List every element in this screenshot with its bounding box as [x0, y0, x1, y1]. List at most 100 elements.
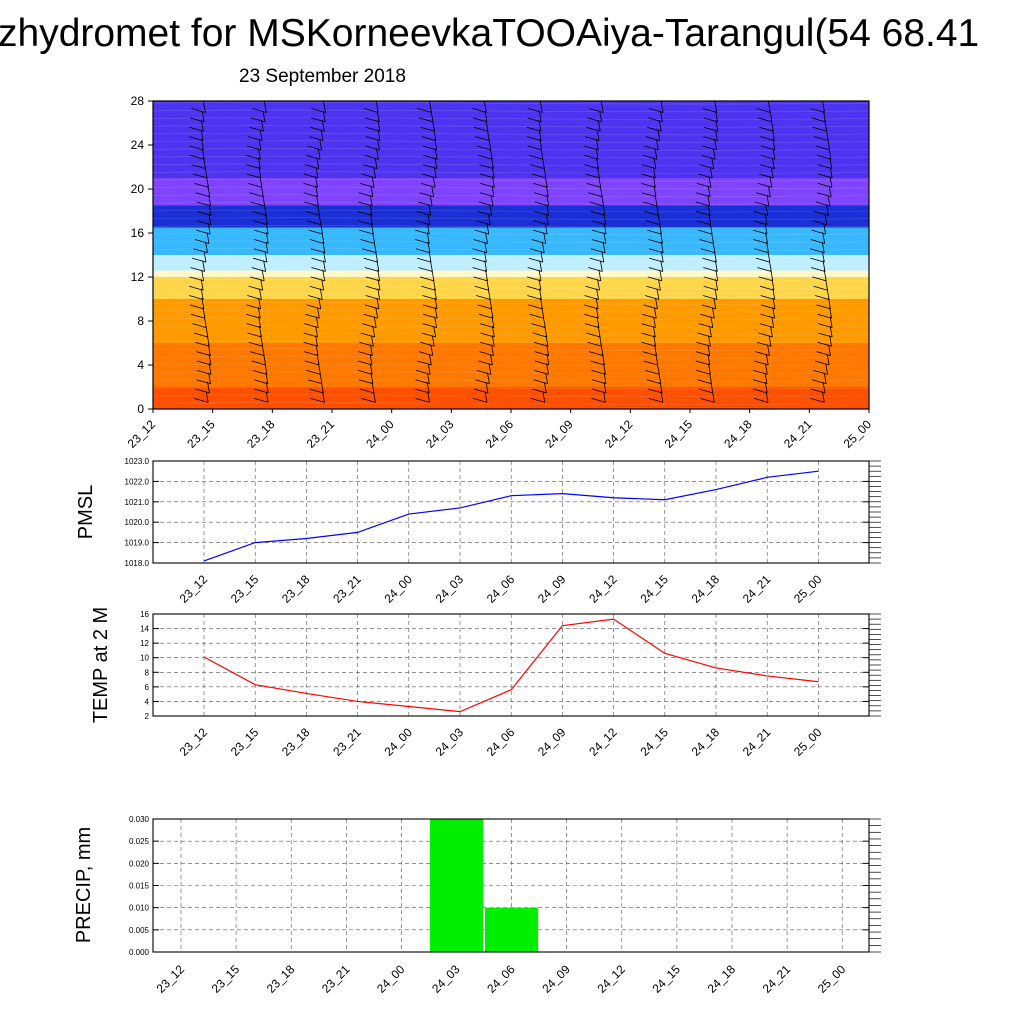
x-tick-label: 24_00: [363, 417, 397, 451]
y-tick-label: 4: [137, 358, 144, 372]
wind-barb-flag: [480, 182, 495, 188]
wind-barb-flag: [304, 201, 319, 207]
wind-barb-flag: [534, 220, 549, 226]
wind-barb-staff: [434, 157, 438, 169]
wind-barb-flag: [475, 136, 490, 141]
wind-barb-flag: [696, 369, 711, 375]
y-axis-label: TEMP at 2 M: [90, 607, 112, 723]
wind-barb-staff: [491, 185, 495, 197]
x-tick-label: 23_21: [330, 572, 364, 606]
wind-barb-flag: [591, 369, 606, 375]
wind-barb-flag: [584, 323, 600, 328]
wind-barb-staff: [768, 335, 772, 347]
x-tick-label: 24_21: [740, 725, 774, 759]
contour-line: [152, 102, 870, 105]
wind-barb-staff: [546, 204, 550, 216]
x-tick-label: 24_03: [429, 962, 463, 996]
wind-barb-flag: [643, 304, 658, 310]
wind-barb-staff: [657, 129, 661, 141]
x-tick-label: 23_12: [177, 725, 211, 759]
wind-barb-flag: [472, 248, 487, 254]
wind-barb-staff: [488, 363, 492, 375]
x-tick-label: 23_15: [184, 417, 218, 451]
wind-barb-staff: [766, 194, 770, 207]
wind-barb-flag: [195, 341, 210, 347]
wind-barb-staff: [715, 269, 719, 281]
wind-barb-flag: [758, 332, 773, 338]
wind-barb-flag: [194, 182, 209, 188]
wind-barb-flag: [641, 164, 657, 170]
wind-barb-flag: [190, 313, 206, 319]
wind-barb-staff: [653, 316, 656, 328]
wind-barb-staff: [369, 353, 373, 366]
wind-barb-staff: [829, 316, 833, 328]
wind-barb-flag: [818, 332, 833, 338]
wind-barb-flag: [702, 295, 718, 300]
wind-barb-flag: [195, 192, 210, 198]
wind-barb-flag: [533, 229, 548, 235]
wind-barb-flag: [361, 173, 376, 179]
x-tick-label: 24_09: [535, 572, 569, 606]
wind-barb-flag: [357, 211, 373, 216]
wind-barb-staff: [491, 335, 495, 347]
wind-barb-flag: [647, 229, 662, 235]
wind-barb-flag: [757, 182, 772, 188]
wind-barb-staff: [208, 353, 212, 366]
wind-barb-flag: [532, 332, 547, 338]
wind-barb-staff: [764, 213, 768, 225]
wind-barb-staff: [265, 223, 269, 235]
wind-barb-flag: [753, 239, 768, 244]
wind-barb-staff: [603, 223, 607, 235]
x-tick-label: 24_06: [484, 572, 518, 606]
wind-barb-flag: [310, 276, 325, 282]
wind-barb-staff: [316, 157, 320, 169]
wind-barb-staff: [597, 279, 600, 291]
wind-barb-flag: [696, 182, 712, 188]
wind-barb-staff: [822, 260, 826, 272]
wind-barb-flag: [528, 257, 543, 263]
wind-barb-staff: [822, 381, 826, 394]
wind-barb-staff: [484, 241, 488, 253]
wind-barb-flag: [696, 192, 711, 198]
wind-barb-flag: [643, 360, 658, 366]
wind-barb-staff: [317, 148, 321, 160]
wind-barb-staff: [596, 316, 600, 328]
wind-barb-staff: [660, 241, 664, 253]
wind-barb-staff: [428, 204, 432, 216]
wind-barb-flag: [253, 379, 268, 385]
wind-barb-staff: [707, 194, 711, 207]
wind-barb-flag: [246, 145, 262, 151]
wind-barb-flag: [306, 154, 321, 160]
wind-barb-flag: [526, 285, 542, 291]
wind-barb-staff: [771, 316, 775, 328]
wind-barb-flag: [365, 126, 381, 132]
wind-barb-flag: [252, 108, 267, 113]
wind-barb-flag: [583, 154, 599, 160]
wind-barb-flag: [194, 398, 209, 403]
x-tick-label: 24_15: [662, 417, 696, 451]
wind-barb-flag: [252, 257, 268, 263]
contour-line: [152, 179, 870, 182]
wind-barb-staff: [431, 185, 435, 197]
wind-barb-flag: [472, 267, 487, 272]
wind-barb-flag: [422, 295, 437, 300]
wind-barb-staff: [711, 157, 715, 169]
wind-barb-staff: [656, 288, 660, 300]
wind-barb-staff: [370, 372, 374, 384]
wind-barb-flag: [759, 323, 774, 328]
wind-barb-staff: [829, 325, 833, 338]
wind-barb-flag: [479, 164, 494, 170]
wind-barb-staff: [600, 101, 604, 113]
wind-barb-flag: [816, 351, 831, 357]
wind-barb-flag: [363, 313, 378, 319]
y-tick-label: 8: [137, 314, 144, 328]
wind-barb-staff: [374, 157, 378, 169]
wind-barb-staff: [487, 372, 490, 384]
wind-barb-staff: [595, 307, 599, 319]
y-tick-label: 12: [131, 270, 145, 284]
wind-barb-flag: [529, 313, 544, 319]
wind-barb-flag: [472, 108, 487, 113]
wind-barb-staff: [429, 101, 432, 113]
wind-barb-flag: [757, 117, 773, 123]
wind-barb-staff: [538, 110, 542, 122]
